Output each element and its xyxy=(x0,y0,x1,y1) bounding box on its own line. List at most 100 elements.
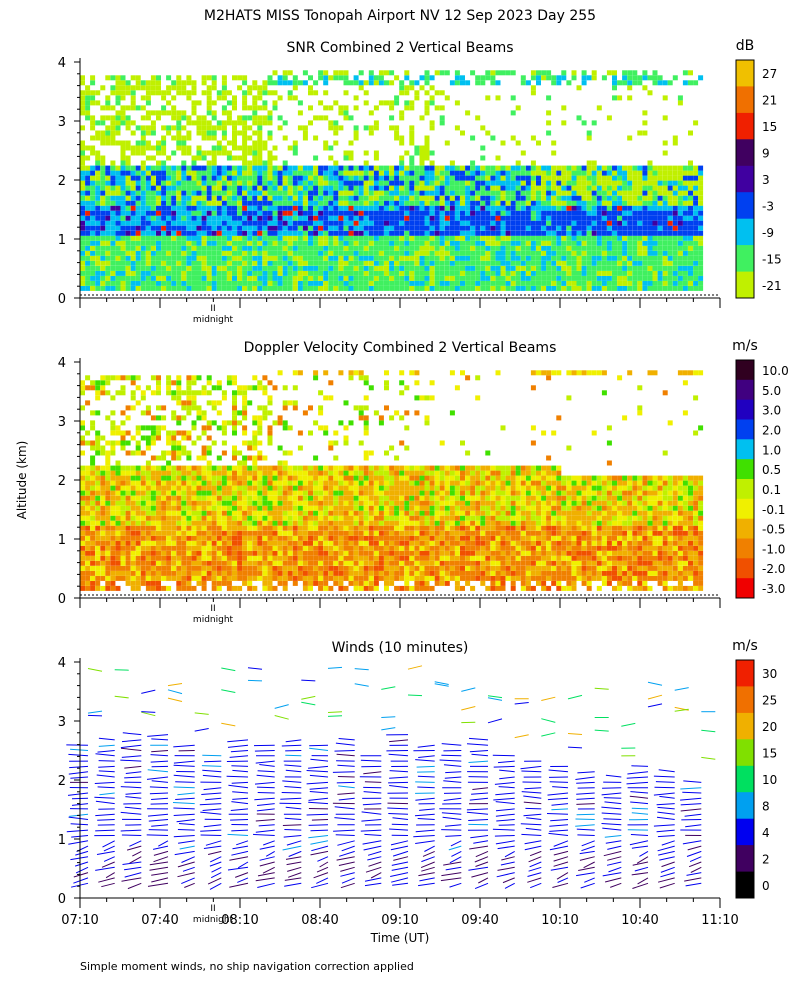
data-cell xyxy=(135,80,141,86)
data-cell xyxy=(546,95,552,101)
data-cell xyxy=(120,485,126,491)
data-cell xyxy=(677,180,683,186)
data-cell xyxy=(454,125,460,131)
data-cell xyxy=(434,210,440,216)
data-cell xyxy=(206,225,212,231)
data-cell xyxy=(85,155,91,161)
data-cell xyxy=(277,275,283,281)
data-cell xyxy=(287,225,293,231)
data-cell xyxy=(105,560,111,566)
data-cell xyxy=(186,485,192,491)
data-cell xyxy=(211,480,217,486)
data-cell xyxy=(465,265,471,271)
data-cell xyxy=(206,220,212,226)
data-cell xyxy=(216,165,222,171)
data-cell xyxy=(145,200,151,206)
data-cell xyxy=(667,185,673,191)
data-cell xyxy=(242,565,248,571)
data-cell xyxy=(612,165,617,171)
data-cell xyxy=(394,125,400,131)
data-cell xyxy=(566,215,572,221)
data-cell xyxy=(211,155,217,161)
data-cell xyxy=(688,255,693,261)
data-cell xyxy=(363,160,369,166)
data-cell xyxy=(206,135,212,141)
data-cell xyxy=(140,450,146,456)
data-cell xyxy=(196,510,202,516)
data-cell xyxy=(617,170,623,176)
data-cell xyxy=(541,225,547,231)
data-cell xyxy=(191,475,197,481)
data-cell xyxy=(95,390,101,396)
data-cell xyxy=(591,160,597,166)
data-cell xyxy=(612,250,617,256)
data-cell xyxy=(485,270,491,276)
data-cell xyxy=(85,255,91,261)
data-cell xyxy=(500,285,506,291)
data-cell xyxy=(434,215,440,221)
data-cell xyxy=(480,80,486,86)
data-cell xyxy=(637,270,643,276)
data-cell xyxy=(318,215,324,221)
data-cell xyxy=(556,220,562,226)
data-cell xyxy=(277,200,283,206)
data-cell xyxy=(500,225,506,231)
data-cell xyxy=(100,525,106,531)
data-cell xyxy=(196,475,202,481)
data-cell xyxy=(171,190,177,196)
data-cell xyxy=(282,265,288,271)
data-cell xyxy=(530,270,536,276)
data-cell xyxy=(216,250,222,256)
data-cell xyxy=(186,215,192,221)
data-cell xyxy=(80,280,85,286)
data-cell xyxy=(561,250,567,256)
data-cell xyxy=(115,165,121,171)
data-cell xyxy=(627,85,633,91)
data-cell xyxy=(120,490,126,496)
data-cell xyxy=(145,470,151,476)
data-cell xyxy=(221,200,227,206)
data-cell xyxy=(612,190,617,196)
data-cell xyxy=(632,240,638,246)
data-cell xyxy=(404,70,410,76)
data-cell xyxy=(186,145,192,151)
data-cell xyxy=(166,380,172,386)
data-cell xyxy=(150,580,156,586)
data-cell xyxy=(490,175,496,181)
data-cell xyxy=(80,185,85,191)
data-cell xyxy=(191,195,197,201)
data-cell xyxy=(206,85,212,91)
data-cell xyxy=(520,190,526,196)
data-cell xyxy=(232,510,237,516)
data-cell xyxy=(145,480,151,486)
data-cell xyxy=(485,245,491,251)
data-cell xyxy=(90,445,96,451)
data-cell xyxy=(556,165,562,171)
data-cell xyxy=(135,260,141,266)
data-cell xyxy=(688,270,693,276)
data-cell xyxy=(302,275,308,281)
data-cell xyxy=(682,205,688,211)
data-cell xyxy=(348,240,354,246)
data-cell xyxy=(551,205,557,211)
data-cell xyxy=(698,240,704,246)
data-cell xyxy=(343,285,349,291)
data-cell xyxy=(596,185,602,191)
data-cell xyxy=(267,200,273,206)
data-cell xyxy=(186,575,192,581)
data-cell xyxy=(120,265,126,271)
data-cell xyxy=(161,495,167,501)
data-cell xyxy=(475,75,481,81)
data-cell xyxy=(394,205,400,211)
data-cell xyxy=(282,170,288,176)
data-cell xyxy=(297,220,303,226)
data-cell xyxy=(272,240,278,246)
data-cell xyxy=(662,210,668,216)
data-cell xyxy=(409,100,415,106)
data-cell xyxy=(277,235,283,241)
data-cell xyxy=(150,415,156,421)
data-cell xyxy=(242,535,248,541)
data-cell xyxy=(688,250,693,256)
data-cell xyxy=(145,530,151,536)
data-cell xyxy=(530,220,536,226)
